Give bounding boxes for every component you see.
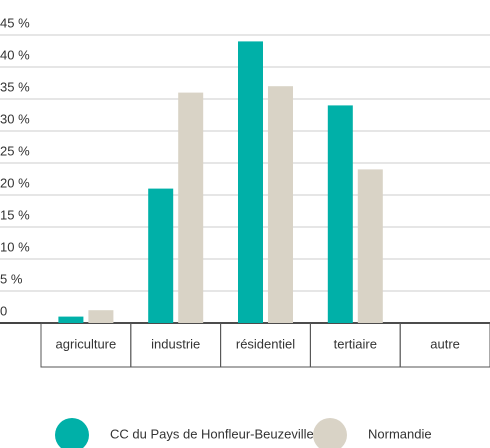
x-tick-label: industrie bbox=[151, 336, 200, 351]
bar bbox=[238, 41, 263, 324]
legend-swatch bbox=[55, 418, 89, 448]
y-tick-label: 30 % bbox=[0, 111, 30, 126]
bar bbox=[178, 92, 204, 323]
x-tick-label: résidentiel bbox=[236, 336, 295, 351]
x-tick-label: agriculture bbox=[56, 336, 117, 351]
legend-label: Normandie bbox=[368, 426, 432, 441]
y-tick-label: 35 % bbox=[0, 79, 30, 94]
x-tick-label: tertiaire bbox=[334, 336, 377, 351]
legend-label: CC du Pays de Honfleur-Beuzeville bbox=[110, 426, 314, 441]
bar bbox=[148, 188, 174, 323]
category-box bbox=[399, 322, 490, 368]
y-tick-label: 0 bbox=[0, 303, 7, 318]
y-tick-label: 10 % bbox=[0, 239, 30, 254]
legend-swatch bbox=[313, 418, 347, 448]
bar bbox=[357, 169, 383, 323]
y-tick-label: 45 % bbox=[0, 15, 30, 30]
bar bbox=[327, 105, 353, 324]
bar bbox=[58, 316, 84, 323]
y-tick-label: 20 % bbox=[0, 175, 30, 190]
bar bbox=[88, 310, 114, 323]
y-tick-label: 15 % bbox=[0, 207, 30, 222]
y-tick-label: 25 % bbox=[0, 143, 30, 158]
bar bbox=[268, 86, 293, 323]
y-tick-label: 40 % bbox=[0, 47, 30, 62]
y-tick-label: 5 % bbox=[0, 271, 23, 286]
x-tick-label: autre bbox=[430, 336, 460, 351]
